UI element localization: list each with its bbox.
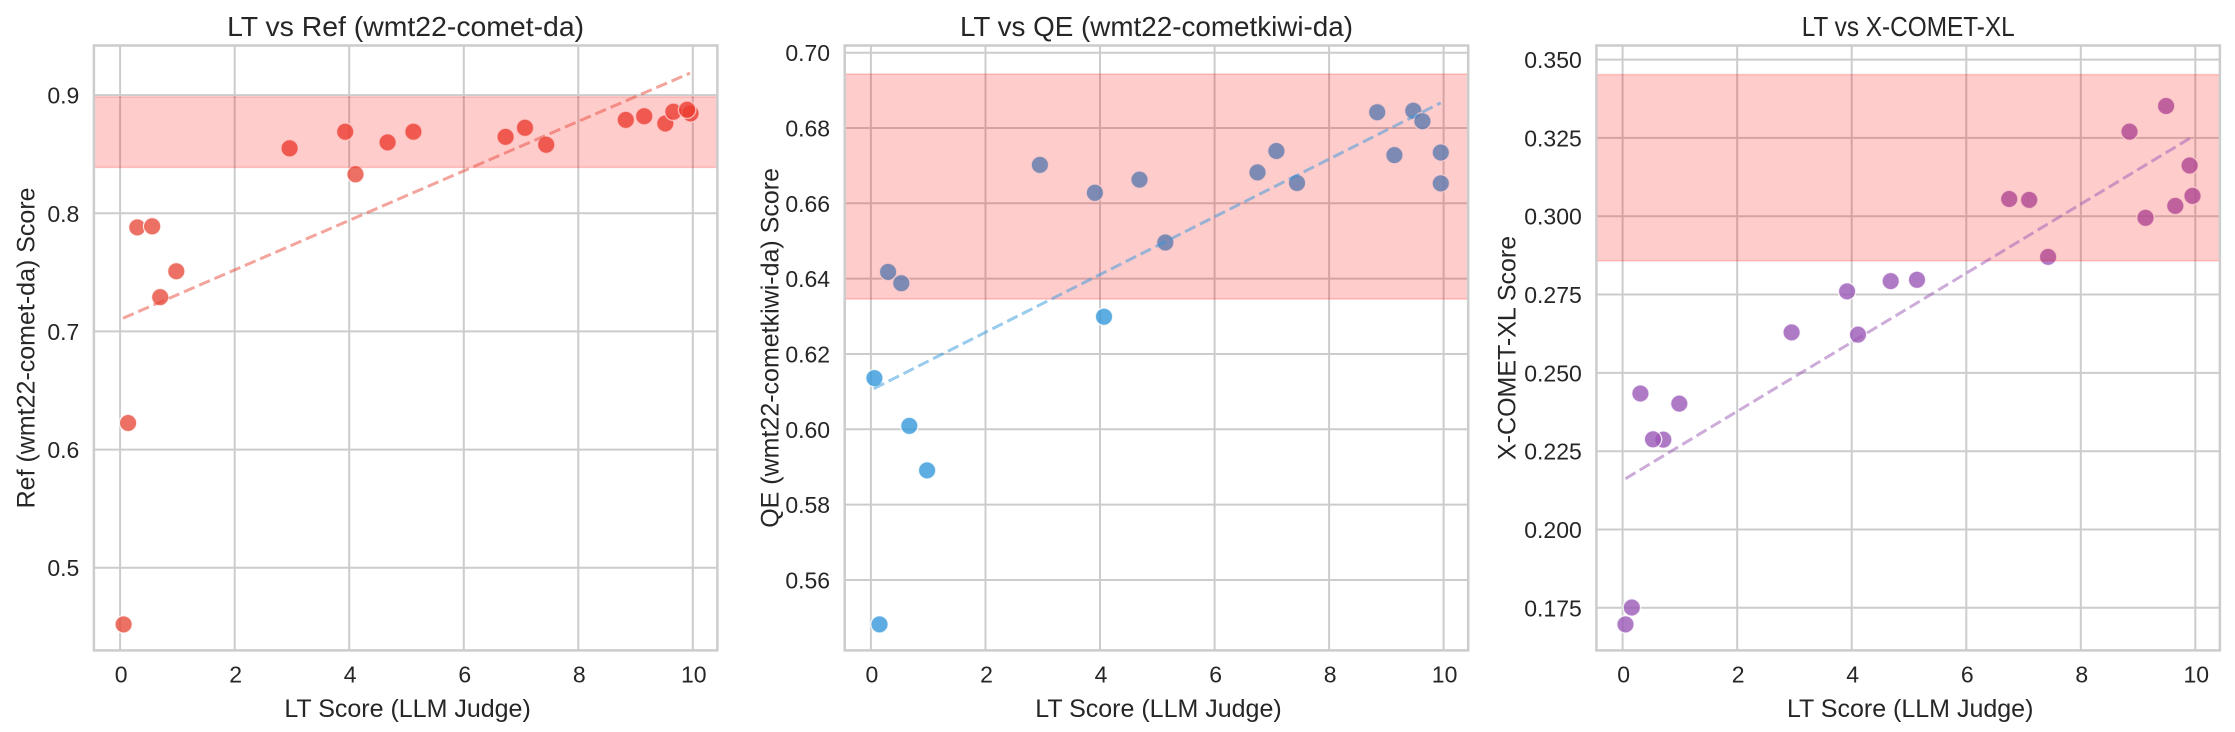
svg-text:8: 8 <box>573 662 586 688</box>
svg-text:0.275: 0.275 <box>1524 282 1582 308</box>
svg-text:0.225: 0.225 <box>1524 439 1582 465</box>
svg-text:0.58: 0.58 <box>785 492 830 518</box>
svg-text:0.7: 0.7 <box>47 319 79 345</box>
svg-text:4: 4 <box>1846 662 1859 688</box>
svg-text:6: 6 <box>1209 662 1222 688</box>
svg-text:0: 0 <box>1617 662 1630 688</box>
svg-text:LT vs X-COMET-XL: LT vs X-COMET-XL <box>1802 11 2015 42</box>
svg-text:Ref (wmt22-comet-da) Score: Ref (wmt22-comet-da) Score <box>13 187 41 508</box>
svg-text:0.70: 0.70 <box>785 40 830 66</box>
svg-text:0.8: 0.8 <box>47 201 79 227</box>
svg-text:LT vs Ref (wmt22-comet-da): LT vs Ref (wmt22-comet-da) <box>227 11 584 42</box>
svg-text:0.300: 0.300 <box>1524 204 1582 230</box>
svg-text:0.64: 0.64 <box>785 266 830 292</box>
svg-text:LT Score (LLM Judge): LT Score (LLM Judge) <box>1787 695 2033 723</box>
svg-text:10: 10 <box>1432 662 1458 688</box>
svg-text:0.9: 0.9 <box>47 83 79 109</box>
svg-text:8: 8 <box>1324 662 1337 688</box>
svg-text:0.5: 0.5 <box>47 555 79 581</box>
svg-text:6: 6 <box>458 662 471 688</box>
svg-text:10: 10 <box>2184 662 2210 688</box>
svg-text:2: 2 <box>980 662 993 688</box>
svg-text:0.250: 0.250 <box>1524 360 1582 386</box>
svg-text:0: 0 <box>866 662 879 688</box>
svg-text:2: 2 <box>229 662 242 688</box>
svg-text:0.62: 0.62 <box>785 342 830 368</box>
svg-text:0.6: 0.6 <box>47 437 79 463</box>
svg-text:LT Score (LLM Judge): LT Score (LLM Judge) <box>284 695 530 723</box>
svg-text:LT Score (LLM Judge): LT Score (LLM Judge) <box>1035 695 1281 723</box>
svg-text:10: 10 <box>681 662 707 688</box>
svg-text:0.60: 0.60 <box>785 417 830 443</box>
svg-text:0.68: 0.68 <box>785 116 830 142</box>
svg-text:2: 2 <box>1732 662 1745 688</box>
svg-text:0.325: 0.325 <box>1524 125 1582 151</box>
svg-text:0.66: 0.66 <box>785 191 830 217</box>
svg-text:4: 4 <box>344 662 357 688</box>
svg-text:0.200: 0.200 <box>1524 517 1582 543</box>
svg-text:0.350: 0.350 <box>1524 47 1582 73</box>
svg-text:8: 8 <box>2075 662 2088 688</box>
svg-text:4: 4 <box>1095 662 1108 688</box>
svg-text:0.175: 0.175 <box>1524 595 1582 621</box>
svg-text:LT vs QE (wmt22-cometkiwi-da): LT vs QE (wmt22-cometkiwi-da) <box>960 11 1353 42</box>
svg-text:0.56: 0.56 <box>785 568 830 594</box>
svg-text:6: 6 <box>1961 662 1974 688</box>
svg-text:QE (wmt22-cometkiwi-da) Score: QE (wmt22-cometkiwi-da) Score <box>757 168 785 528</box>
svg-text:X-COMET-XL Score: X-COMET-XL Score <box>1494 236 1522 460</box>
svg-text:0: 0 <box>115 662 128 688</box>
